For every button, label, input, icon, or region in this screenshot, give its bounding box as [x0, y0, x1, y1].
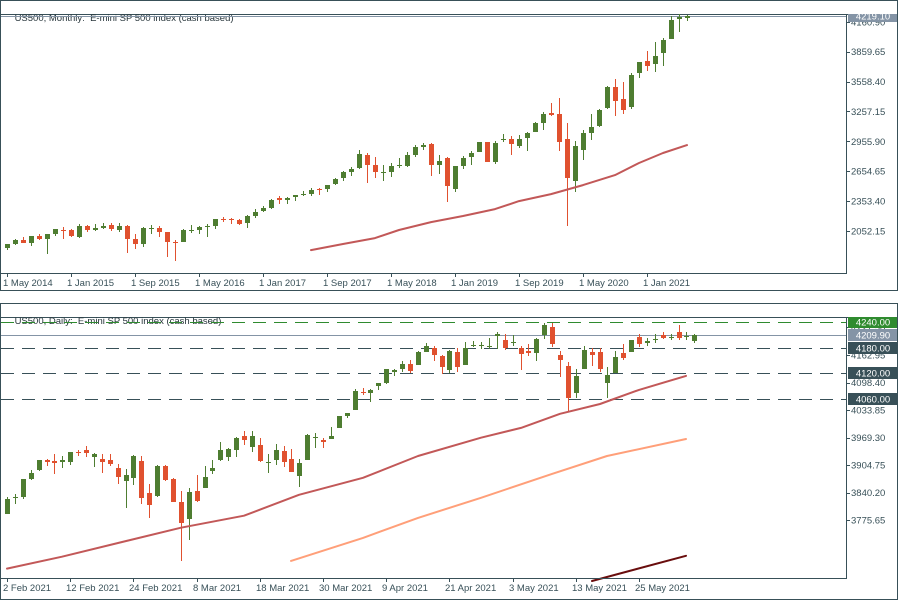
svg-text:1 Sep 2019: 1 Sep 2019: [515, 278, 564, 289]
svg-text:1 May 2018: 1 May 2018: [387, 278, 437, 289]
svg-text:3 May 2021: 3 May 2021: [509, 583, 559, 594]
svg-text:4060.00: 4060.00: [856, 395, 890, 406]
daily-chart-titlebar[interactable]: US500, Daily: E-mini SP 500 index (cash …: [1, 304, 897, 327]
ma-salmon: [290, 438, 687, 562]
svg-text:8 Mar 2021: 8 Mar 2021: [193, 583, 241, 594]
svg-text:25 May 2021: 25 May 2021: [635, 583, 690, 594]
level-lines-layer: [1, 322, 846, 400]
svg-text:1 May 2016: 1 May 2016: [195, 278, 245, 289]
ma-lines-layer: [310, 144, 688, 252]
daily-chart-canvas[interactable]: 4227.50 4162.95 4098.40 4033.85 3969.30 3904.…: [1, 317, 897, 599]
svg-text:4209.90: 4209.90: [856, 331, 890, 342]
svg-text:13 May 2021: 13 May 2021: [572, 583, 627, 594]
current-price-badge: 4219.10: [848, 14, 897, 23]
svg-text:21 Apr 2021: 21 Apr 2021: [445, 583, 496, 594]
svg-text:2052.15: 2052.15: [851, 227, 885, 238]
svg-text:2 Feb 2021: 2 Feb 2021: [3, 583, 51, 594]
svg-text:4033.85: 4033.85: [851, 406, 885, 417]
svg-text:2955.90: 2955.90: [851, 137, 885, 148]
ma-red: [310, 144, 688, 252]
svg-text:18 Mar 2021: 18 Mar 2021: [256, 583, 309, 594]
svg-text:3257.15: 3257.15: [851, 107, 885, 118]
svg-text:3859.65: 3859.65: [851, 47, 885, 58]
ma-lines-layer: [6, 374, 687, 582]
candles-layer: [5, 14, 690, 261]
svg-text:4240.00: 4240.00: [856, 318, 890, 329]
svg-text:1 Jan 2015: 1 Jan 2015: [67, 278, 114, 289]
svg-text:4098.40: 4098.40: [851, 378, 885, 389]
svg-text:3969.30: 3969.30: [851, 433, 885, 444]
daily-chart-title: US500, Daily: E-mini SP 500 index (cash …: [14, 316, 222, 327]
svg-text:3775.65: 3775.65: [851, 516, 885, 527]
monthly-chart-window: US500, Monthly: E-mini SP 500 index (cas…: [0, 0, 898, 291]
svg-text:4162.95: 4162.95: [851, 351, 885, 362]
current-price-badge: 4209.90: [848, 329, 897, 342]
svg-text:4219.10: 4219.10: [856, 14, 890, 23]
candles-layer: [5, 323, 697, 561]
svg-text:1 Sep 2017: 1 Sep 2017: [323, 278, 372, 289]
level-badges-layer: 4219.10: [848, 14, 897, 23]
svg-text:1 Jan 2019: 1 Jan 2019: [451, 278, 498, 289]
svg-text:2654.65: 2654.65: [851, 167, 885, 178]
svg-text:12 Feb 2021: 12 Feb 2021: [66, 583, 119, 594]
svg-text:4120.00: 4120.00: [856, 369, 890, 380]
svg-text:30 Mar 2021: 30 Mar 2021: [319, 583, 372, 594]
svg-text:4227.50: 4227.50: [851, 323, 885, 334]
svg-text:1 Sep 2015: 1 Sep 2015: [131, 278, 180, 289]
svg-text:2353.40: 2353.40: [851, 197, 885, 208]
svg-text:1 Jan 2021: 1 Jan 2021: [643, 278, 690, 289]
daily-chart-window: US500, Daily: E-mini SP 500 index (cash …: [0, 303, 898, 600]
level-badges-layer: 4240.00 4180.00 4120.00 4060.00 4209.90: [848, 317, 897, 406]
ma-maroon: [591, 554, 687, 582]
svg-text:1 Jan 2017: 1 Jan 2017: [259, 278, 306, 289]
svg-text:3904.75: 3904.75: [851, 461, 885, 472]
svg-text:3840.20: 3840.20: [851, 488, 885, 499]
axes-layer: 4160.90 3859.65 3558.40 3257.15 2955.90 2654.…: [1, 14, 885, 289]
svg-text:4180.00: 4180.00: [856, 344, 890, 355]
monthly-chart-canvas[interactable]: 4160.90 3859.65 3558.40 3257.15 2955.90 2654.…: [1, 14, 897, 290]
monthly-chart-titlebar[interactable]: US500, Monthly: E-mini SP 500 index (cas…: [1, 1, 897, 24]
monthly-chart-title: US500, Monthly: E-mini SP 500 index (cas…: [14, 13, 234, 24]
svg-text:4160.90: 4160.90: [851, 17, 885, 28]
svg-text:3558.40: 3558.40: [851, 77, 885, 88]
svg-text:1 May 2014: 1 May 2014: [3, 278, 53, 289]
ma-red: [6, 374, 687, 570]
svg-text:1 May 2020: 1 May 2020: [579, 278, 629, 289]
svg-text:24 Feb 2021: 24 Feb 2021: [129, 583, 182, 594]
svg-text:9 Apr 2021: 9 Apr 2021: [382, 583, 428, 594]
axes-layer: 4227.50 4162.95 4098.40 4033.85 3969.30 3904.…: [1, 317, 885, 594]
